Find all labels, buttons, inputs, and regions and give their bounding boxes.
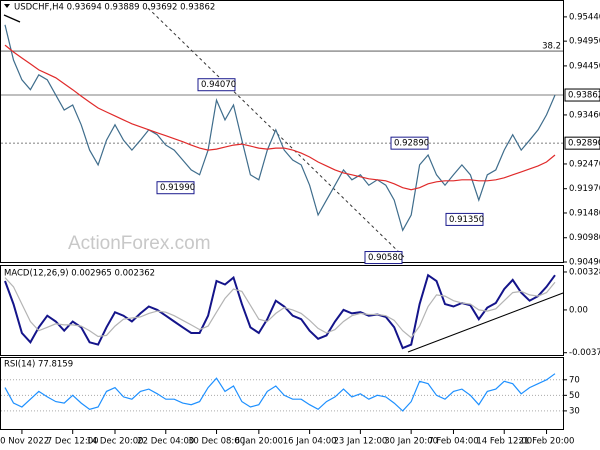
x-tick-label: 6 Jan 20:00: [235, 437, 283, 447]
annotation-label: 0.94070: [201, 80, 236, 90]
series-line: [4, 277, 556, 339]
price-tag-label: 0.93862: [568, 91, 600, 101]
main-panel: [0, 0, 564, 263]
x-tick-label: 30 Dec 08:00: [188, 437, 245, 447]
menu-arrow: [4, 4, 10, 8]
annotation-box: [390, 136, 429, 150]
annotation-label: 0.90580: [368, 253, 403, 263]
rsi-panel: [0, 357, 564, 430]
y-tick-label: 0.003283: [569, 267, 600, 277]
y-tick-label: 50: [569, 391, 580, 401]
annotation-label: 0.91350: [449, 215, 484, 225]
y-tick-label: 0.00: [569, 305, 588, 315]
series-line: [4, 373, 556, 412]
annotation-box: [156, 181, 195, 195]
x-tick-label: 14 Dec 20:00: [86, 437, 143, 447]
macd-title: MACD(12,26,9) 0.002965 0.002362: [4, 269, 155, 279]
x-tick-label: 16 Jan 04:00: [283, 437, 337, 447]
macd-panel: [0, 265, 564, 356]
x-tick-label: 30 Jan 20:00: [384, 437, 438, 447]
price-tag: [564, 88, 600, 102]
x-tick-label: 7 Dec 12:00: [47, 437, 99, 447]
x-tick-label: 22 Dec 04:00: [137, 437, 194, 447]
annotation-box: [197, 78, 236, 92]
y-tick-label: 30: [569, 406, 580, 416]
x-tick-label: 7 Feb 04:00: [428, 437, 478, 447]
x-tick-label: 21 Feb 20:00: [519, 437, 575, 447]
x-tick-label: 14 Feb 12:00: [476, 437, 532, 447]
chart-title: USDCHF,H4 0.93694 0.93889 0.93692 0.9386…: [14, 3, 215, 13]
macd-trend-line: [407, 292, 564, 353]
fib-label: 38.2: [542, 42, 561, 52]
price-tag: [564, 136, 600, 150]
series-line: [4, 24, 556, 232]
y-tick-label: -0.003701: [569, 348, 600, 358]
annotation-label: 0.92890: [394, 139, 429, 149]
annotation-label: 0.91990: [160, 183, 195, 193]
watermark: ActionForex.com: [68, 233, 211, 254]
y-tick-label: 0.90490: [569, 258, 600, 268]
y-tick-label: 70: [569, 375, 580, 385]
price-tag-label: 0.92890: [568, 139, 600, 149]
series-line: [4, 44, 556, 191]
x-tick-label: 30 Nov 2022: [0, 437, 49, 447]
annotation-box: [445, 212, 484, 226]
annotation-box: [364, 251, 403, 265]
trend-line: [3, 14, 21, 23]
x-tick-label: 23 Jan 12:00: [333, 437, 387, 447]
rsi-title: RSI(14) 77.8159: [4, 360, 73, 370]
